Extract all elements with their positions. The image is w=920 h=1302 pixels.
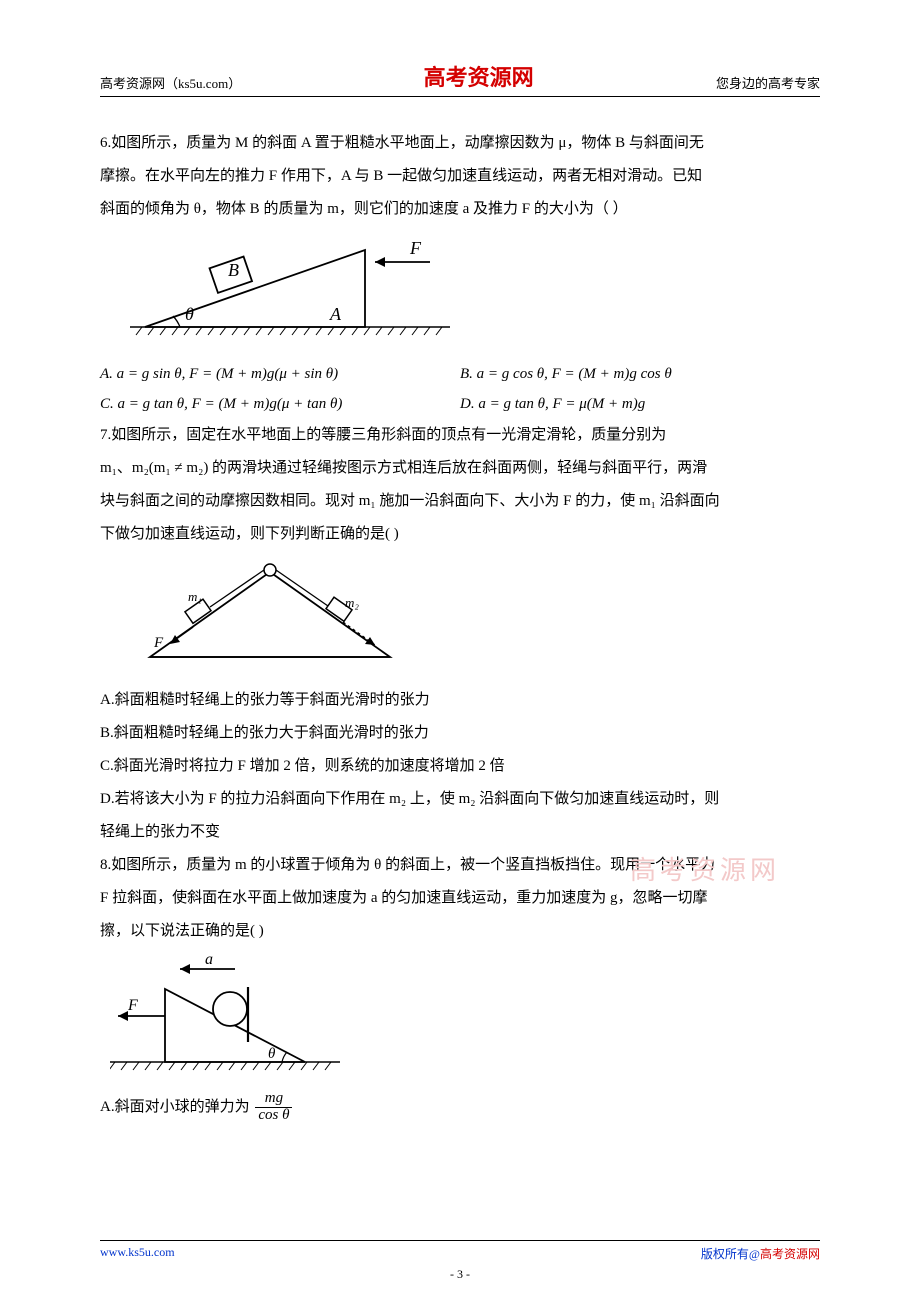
q7-line2: m₁、m₂(m₁ ≠ m₂) 的两滑块通过轻绳按图示方式相连后放在斜面两侧，轻绳… [100,452,820,485]
page-header: 高考资源网（ks5u.com） 高考资源网 您身边的高考专家 [100,60,820,97]
q6-line2: 摩擦。在水平向左的推力 F 作用下，A 与 B 一起做匀加速直线运动，两者无相对… [100,160,820,193]
q8-optA-fraction: mg cos θ [255,1091,292,1124]
q7-optD2: 轻绳上的张力不变 [100,816,820,849]
q7-line4: 下做匀加速直线运动，则下列判断正确的是( ) [100,518,820,551]
q7-optD1: D.若将该大小为 F 的拉力沿斜面向下作用在 m₂ 上，使 m₂ 沿斜面向下做匀… [100,783,820,816]
q7-optA: A.斜面粗糙时轻绳上的张力等于斜面光滑时的张力 [100,684,820,717]
q8-optA-prefix: A.斜面对小球的弹力为 [100,1099,253,1115]
svg-text:θ: θ [185,304,194,324]
q8-line3: 擦，以下说法正确的是( ) [100,915,820,948]
q8-optA-den: cos θ [255,1108,292,1124]
q6-optA: A. a = g sin θ, F = (M + m)g(μ + sin θ) [100,359,460,389]
footer-url: www.ks5u.com [100,1245,175,1262]
svg-text:A: A [329,304,342,324]
page: 高考资源网（ks5u.com） 高考资源网 您身边的高考专家 6.如图所示，质量… [0,0,920,1302]
q8-line1: 8.如图所示，质量为 m 的小球置于倾角为 θ 的斜面上，被一个竖直挡板挡住。现… [100,849,820,882]
q6-diagram-icon: θ B A F [130,232,450,342]
svg-text:B: B [228,260,239,280]
q7-diagram-icon: m₁ m₂ F [130,557,410,667]
q6-options: A. a = g sin θ, F = (M + m)g(μ + sin θ) … [100,359,820,419]
q6-figure: θ B A F [130,232,820,355]
svg-text:F: F [153,635,164,651]
document-body: 6.如图所示，质量为 M 的斜面 A 置于粗糙水平地面上，动摩擦因数为 μ，物体… [100,127,820,1124]
svg-text:F: F [409,238,422,258]
svg-text:F: F [127,997,138,1014]
q8-line2: F 拉斜面，使斜面在水平面上做加速度为 a 的匀加速直线运动，重力加速度为 g，… [100,882,820,915]
q8-optA-num: mg [255,1091,292,1108]
q6-optD: D. a = g tan θ, F = μ(M + m)g [460,389,820,419]
page-number: - 3 - [0,1267,920,1282]
header-left: 高考资源网（ks5u.com） [100,73,241,92]
q6-optB: B. a = g cos θ, F = (M + m)g cos θ [460,359,820,389]
q8-optA: A.斜面对小球的弹力为 mg cos θ [100,1091,820,1124]
footer-right-brand: 高考资源网 [760,1247,820,1261]
footer-copyright: 版权所有@高考资源网 [701,1245,820,1262]
q6-optC: C. a = g tan θ, F = (M + m)g(μ + tan θ) [100,389,460,419]
q8-figure: θ a F [110,954,820,1087]
svg-text:a: a [205,954,213,968]
q7-figure: m₁ m₂ F [130,557,820,680]
page-footer: www.ks5u.com 版权所有@高考资源网 [100,1240,820,1262]
q7-optC: C.斜面光滑时将拉力 F 增加 2 倍，则系统的加速度将增加 2 倍 [100,750,820,783]
q8-diagram-icon: θ a F [110,954,340,1074]
q6-line3: 斜面的倾角为 θ，物体 B 的质量为 m，则它们的加速度 a 及推力 F 的大小… [100,193,820,226]
footer-right-plain: 版权所有@ [701,1247,760,1261]
header-center-logo: 高考资源网 [424,60,534,92]
header-right: 您身边的高考专家 [716,73,820,92]
svg-text:θ: θ [268,1046,276,1062]
q6-line1: 6.如图所示，质量为 M 的斜面 A 置于粗糙水平地面上，动摩擦因数为 μ，物体… [100,127,820,160]
q7-line1: 7.如图所示，固定在水平地面上的等腰三角形斜面的顶点有一光滑定滑轮，质量分别为 [100,419,820,452]
q7-line3: 块与斜面之间的动摩擦因数相同。现对 m₁ 施加一沿斜面向下、大小为 F 的力，使… [100,485,820,518]
svg-text:m₁: m₁ [188,589,202,604]
q7-optB: B.斜面粗糙时轻绳上的张力大于斜面光滑时的张力 [100,717,820,750]
svg-text:m₂: m₂ [345,595,359,610]
